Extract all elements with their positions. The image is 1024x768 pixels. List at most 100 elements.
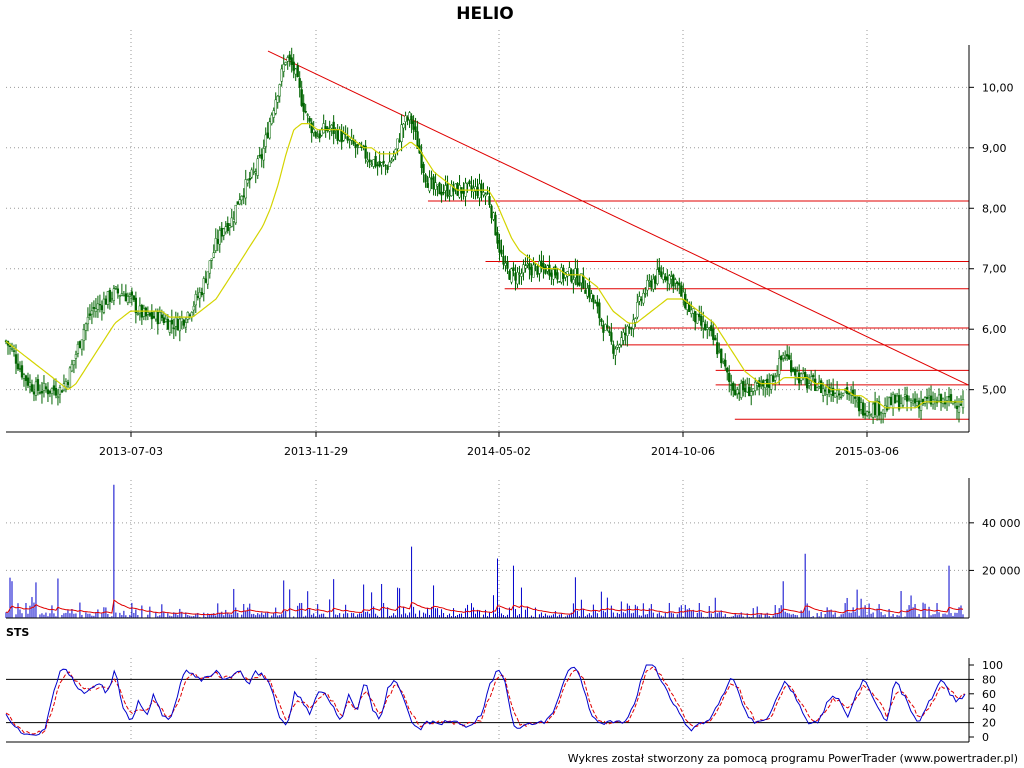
price-candle [522,259,525,281]
sts-y-tick-label: 40 [982,702,996,715]
price-candle [881,409,885,424]
price-candle [452,181,455,201]
price-candle [434,172,437,196]
price-candle [614,346,617,366]
price-candle [869,413,873,418]
price-candle [338,126,341,142]
price-candle [74,350,78,369]
price-candle [342,126,345,142]
price-candle [324,120,327,138]
price-candle [764,379,767,398]
price-candle [196,287,199,301]
price-candle [542,255,545,279]
price-candle [344,125,347,139]
price-candle [784,350,787,361]
price-candle [512,262,515,277]
price-candle [200,287,203,298]
price-candle [690,301,693,318]
price-candle [234,204,237,225]
price-candle [340,124,343,150]
price-candle [178,315,181,342]
chart-title: HELIO [456,4,513,24]
price-candle [752,388,755,396]
price-candle [959,395,963,407]
price-candle [240,195,243,206]
price-y-ticks: 5,00 6,00 7,00 8,00 9,00 10,00 [969,81,1014,397]
price-candle [410,113,413,134]
price-candle [182,318,185,329]
downtrend-line [267,50,969,386]
price-candle [214,228,217,254]
price-candle [262,139,265,169]
price-candle [746,377,749,393]
price-candle [22,372,26,387]
price-candle [676,280,679,292]
price-candle [538,254,541,282]
price-candle [532,257,535,278]
price-candle [440,183,443,203]
price-candle [322,114,325,134]
price-candle [258,146,261,159]
price-candle [448,189,451,202]
price-candle [582,267,585,289]
price-candle [772,373,775,383]
price-candle [138,297,142,321]
price-candle [118,294,122,305]
volume-average-line [6,599,964,616]
price-candle [134,291,138,324]
volume-y-tick-label: 40 000 [982,517,1021,530]
price-candles [4,47,965,424]
price-candle [915,393,919,408]
price-candle [600,317,603,327]
price-candle [230,208,233,228]
price-candle [96,295,100,318]
price-candle [380,162,383,175]
price-candle [144,306,148,321]
price-candle [520,268,523,285]
price-candle [684,288,687,310]
price-candle [248,171,251,189]
price-candle [628,323,631,334]
price-candle [282,54,285,78]
price-candle [184,317,187,333]
price-candle [608,326,611,336]
price-candle [877,395,881,421]
price-y-tick-label: 6,00 [982,323,1007,336]
sts-y-tick-label: 60 [982,688,996,701]
price-candle [244,169,247,206]
price-candle [306,113,309,124]
price-x-tick-label: 2013-07-03 [99,445,163,458]
price-candle [660,265,663,279]
price-candle [108,287,112,310]
price-candle [814,369,817,392]
price-candle [794,366,797,386]
price-candle [36,374,40,396]
price-candle [873,391,877,418]
price-candle [664,273,667,283]
price-candle [286,55,289,70]
price-candle [893,393,897,404]
price-candle [172,318,175,340]
price-candle [152,311,155,319]
price-candle [276,95,279,109]
price-candle [224,221,227,235]
ma-line [5,122,963,409]
price-candle [92,300,96,318]
price-candle [430,170,433,190]
price-candle [52,379,56,396]
price-candle [168,320,171,336]
price-candle [841,392,845,397]
price-candle [446,175,449,199]
price-candle [316,130,319,139]
price-candle [204,270,207,284]
price-candle [444,175,447,202]
price-candle [658,258,661,275]
price-candle [941,397,945,408]
price-candle [300,80,303,108]
price-candle [704,319,707,331]
price-candle [943,391,947,409]
price-candle [780,354,783,370]
price-candle [610,322,613,345]
price-candle [728,365,731,393]
price-candle [925,388,929,410]
